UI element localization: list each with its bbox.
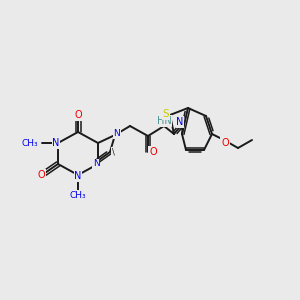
Text: N: N xyxy=(176,117,184,127)
Text: N: N xyxy=(93,160,99,169)
Text: O: O xyxy=(37,170,45,180)
Text: N: N xyxy=(114,130,120,139)
Text: N: N xyxy=(52,138,60,148)
Text: \: \ xyxy=(112,148,114,157)
Text: HN: HN xyxy=(157,116,171,126)
Text: O: O xyxy=(74,110,82,120)
Text: N: N xyxy=(74,171,82,181)
Text: CH₃: CH₃ xyxy=(21,139,38,148)
Text: S: S xyxy=(163,109,169,119)
Text: CH₃: CH₃ xyxy=(70,190,86,200)
Text: O: O xyxy=(149,147,157,157)
Text: O: O xyxy=(221,138,229,148)
